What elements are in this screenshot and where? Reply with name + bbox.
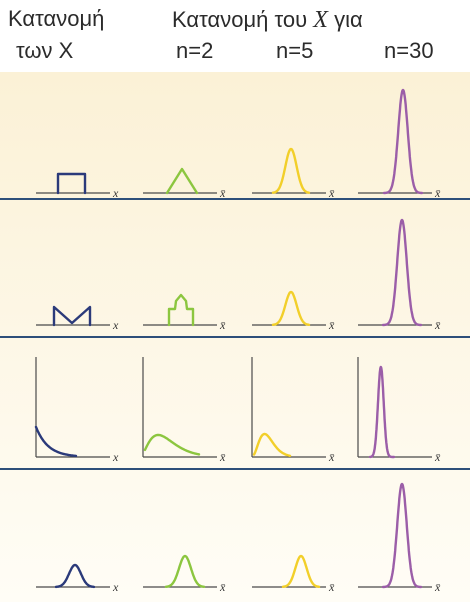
distributions-panel: x x̄ x̄ x̄ x x̄ x̄ x̄ x x̄ x̄ x̄ x x̄ x̄ x̄: [0, 72, 470, 602]
population-header-line2: των X: [16, 38, 74, 63]
x-axis-label: x: [112, 580, 119, 594]
sampling-n2-skewed-curve: [143, 433, 201, 456]
xbar-axis-label: x̄: [219, 580, 226, 594]
sampling-n5-bell-curve: [271, 147, 311, 194]
xbar-axis-label: x̄: [328, 580, 335, 594]
title-prefix: Κατανομή του: [172, 7, 308, 32]
n-label-5: n=5: [276, 38, 314, 63]
xbar-axis-label: x̄: [328, 450, 335, 464]
xbar-axis-label: x̄: [219, 450, 226, 464]
title-variable: X: [313, 7, 328, 33]
xbar-axis-label: x̄: [434, 450, 441, 464]
xbar-axis-label: x̄: [434, 186, 441, 200]
xbar-axis-label: x̄: [219, 186, 226, 200]
population-header-line1: Κατανομή: [8, 6, 105, 31]
xbar-axis-label: x̄: [434, 318, 441, 332]
sampling-n2-triangular-curve: [165, 167, 199, 195]
population-bimodal-curve: [52, 305, 92, 327]
population-normal-curve: [54, 563, 96, 589]
xbar-axis-label: x̄: [434, 580, 441, 594]
sampling-n2-bell-curve: [164, 554, 206, 588]
xbar-axis-label: x̄: [328, 318, 335, 332]
n-label-2: n=2: [176, 38, 214, 63]
sampling-n30-narrow-curve: [381, 482, 423, 589]
sampling-n30-narrow-curve: [381, 218, 423, 327]
xbar-axis-label: x̄: [219, 318, 226, 332]
sampling-n5-bell-curve: [271, 290, 311, 326]
title-suffix: για: [334, 7, 363, 32]
x-axis-label: x: [112, 318, 119, 332]
sampling-n2-bumpy-curve: [167, 293, 195, 327]
sampling-n30-narrow-curve: [368, 365, 396, 459]
sampling-n5-bell-curve: [281, 554, 321, 588]
sampling-n30-narrow-curve: [382, 88, 424, 195]
xbar-axis-label: x̄: [328, 186, 335, 200]
x-axis-label: x: [112, 186, 119, 200]
sampling-distribution-title: Κατανομή του X για: [172, 8, 363, 32]
population-uniform-curve: [56, 172, 87, 195]
n-label-30: n=30: [384, 38, 434, 63]
population-exponential-curve: [34, 425, 78, 458]
sampling-n5-skewed-curve: [252, 432, 292, 457]
x-axis-label: x: [112, 450, 119, 464]
